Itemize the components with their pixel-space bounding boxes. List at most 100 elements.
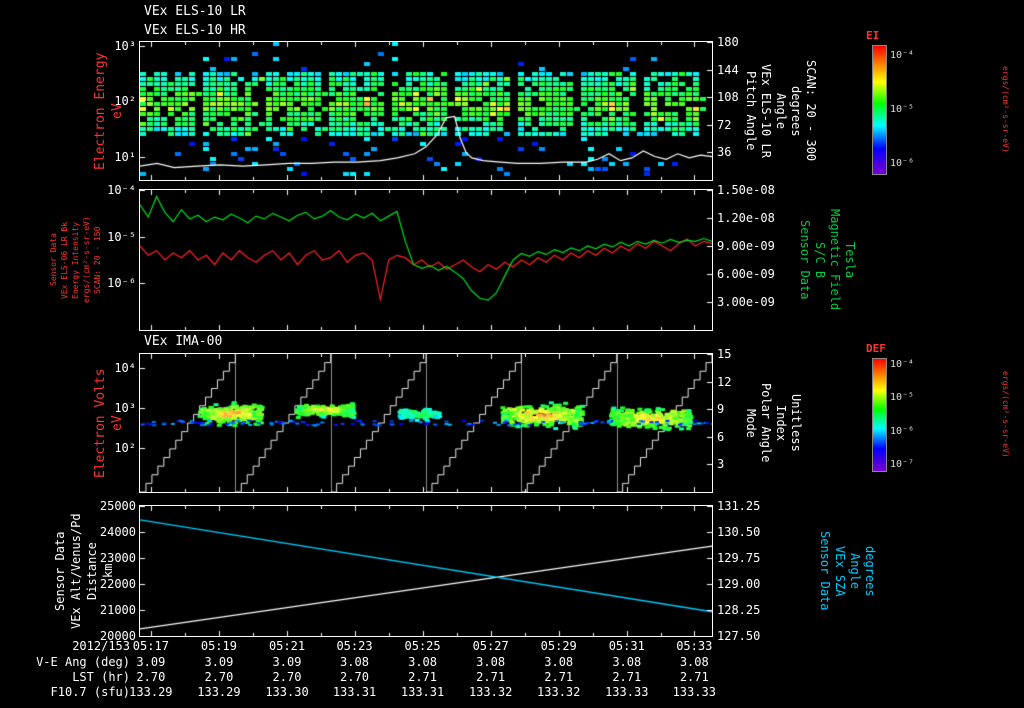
panel3-left-axis-label: eV (110, 415, 125, 431)
footer-value: 133.29 (129, 685, 173, 699)
footer-value: 2.70 (340, 670, 369, 684)
panel1-title-line1: VEx ELS-10 LR (144, 4, 246, 19)
panel4-left-tick-label: 20000 (99, 629, 136, 643)
footer-value: 2.71 (544, 670, 574, 684)
panel4-left-axis-label: Distance (85, 542, 99, 600)
panel-distance-sza (139, 505, 713, 637)
footer-value: 3.08 (408, 655, 438, 669)
colorbar-tick-label: 10⁻⁵ (890, 392, 915, 404)
panel1-right-tick-label: 180 (717, 35, 739, 49)
footer-value: 3.09 (136, 655, 166, 669)
panel3-right-tick-label: 6 (717, 429, 725, 444)
panel4-right-tick-label: 129.00 (717, 577, 761, 591)
panel3-left-tick-label: 10⁴ (114, 360, 136, 375)
panel3-title: VEx IMA-00 (144, 334, 223, 349)
colorbar-tick-label: 10⁻⁶ (890, 157, 915, 169)
panel1-left-axis-label: eV (110, 103, 125, 119)
footer-value: 2.71 (476, 670, 506, 684)
panel4-left-tick-label: 25000 (99, 499, 136, 513)
panel2-right-tick-label: 9.00e-09 (717, 239, 775, 253)
colorbar-tick-label: 10⁻⁷ (890, 459, 915, 471)
panel4-right-axis-label: VEx SZA (833, 545, 848, 597)
footer-row-label-lst: LST (hr) (72, 670, 130, 684)
footer-value: 3.08 (679, 655, 709, 669)
footer-value: 3.08 (544, 655, 574, 669)
panel2-left-axis-label: Sensor Data (49, 233, 58, 287)
colorbar-ei (872, 45, 887, 175)
colorbar-tick-label: 10⁻⁶ (890, 425, 915, 437)
panel2-left-axis-label: VEx ELS-06 LR Bk (60, 221, 69, 299)
colorbar-tick-label: 10⁻⁴ (890, 358, 915, 370)
panel-intensity-magnetic-field (139, 189, 713, 331)
panel2-left-tick-label: 10⁻⁵ (107, 229, 136, 244)
panel4-left-axis-label: Sensor Data (53, 531, 67, 611)
time-tick-label: 05:33 (676, 639, 713, 653)
panel1-title-line2: VEx ELS-10 HR (144, 23, 246, 38)
panel1-right-axis-label: SCAN: 20 - 300 (804, 60, 819, 162)
panel1-right-tick-label: 36 (717, 145, 732, 160)
time-tick-label: 05:27 (472, 639, 509, 653)
panel2-left-tick-label: 10⁻⁶ (107, 276, 136, 291)
colorbar-tick-label: 10⁻⁵ (890, 104, 915, 115)
panel1-left-tick-label: 10¹ (114, 149, 136, 164)
panel2-left-axis-label: ergs/(cm²-s-sr-eV) (82, 216, 91, 304)
panel4-right-tick-label: 131.25 (717, 499, 761, 513)
panel1-left-axis-label: Electron Energy (93, 52, 108, 170)
panel1-left-tick-label: 10³ (114, 39, 136, 54)
panel1-right-axis-label: degrees (789, 85, 804, 137)
footer-value: 2.71 (679, 670, 709, 684)
ima-ion-spectrogram-canvas (140, 354, 712, 492)
footer-value: 133.31 (332, 685, 377, 699)
footer-value: 3.09 (204, 655, 234, 669)
panel2-right-tick-label: 1.50e-08 (717, 183, 775, 197)
panel1-right-tick-label: 72 (717, 117, 732, 132)
panel3-right-tick-label: 9 (717, 402, 725, 417)
footer-value: 133.33 (605, 685, 649, 699)
panel3-right-axis-label: Unitless (789, 394, 804, 452)
panel2-right-axis-label: Tesla (843, 241, 858, 279)
time-tick-label: 05:17 (132, 639, 169, 653)
electron-energy-spectrogram-canvas (140, 42, 712, 180)
date-label: 2012/153 (72, 639, 130, 653)
colorbar-title-def: DEF (866, 342, 886, 355)
panel2-left-axis-label: SCAN: 20 - 150 (93, 226, 102, 294)
panel2-right-tick-label: 3.00e-09 (717, 295, 775, 309)
time-tick-label: 05:25 (404, 639, 441, 653)
panel1-right-tick-label: 144 (717, 62, 739, 77)
footer-row-label-f107: F10.7 (sfu) (50, 685, 130, 699)
colorbar-tick-label: 10⁻⁴ (890, 50, 915, 62)
colorbar-unit-label: ergs/(cm²-s-sr-eV) (1000, 65, 1010, 153)
panel2-left-axis-label: Energy Intensity (71, 221, 80, 299)
footer-value: 133.33 (672, 685, 716, 699)
time-tick-label: 05:21 (268, 639, 306, 653)
panel4-left-tick-label: 24000 (99, 525, 136, 539)
panel-electron-energy-spectrogram (139, 41, 713, 181)
panel2-left-tick-label: 10⁻⁴ (107, 183, 136, 197)
footer-value: 2.70 (272, 670, 302, 684)
panel2-right-axis-label: Magnetic Field (828, 209, 843, 311)
panel1-right-axis-label: Angle (774, 92, 789, 130)
time-tick-label: 05:31 (608, 639, 645, 653)
panel3-right-tick-label: 12 (717, 374, 732, 389)
panel3-left-tick-label: 10³ (114, 400, 136, 415)
panel4-right-tick-label: 130.50 (717, 525, 761, 539)
panel1-right-tick-label: 108 (717, 90, 739, 105)
panel4-right-axis-label: degrees (863, 545, 878, 597)
panel2-right-axis-label: Sensor Data (798, 220, 813, 300)
panel2-right-tick-label: 1.20e-08 (717, 211, 775, 225)
panel3-right-axis-label: Polar Angle (759, 383, 774, 463)
panel2-right-axis-label: S/C B (813, 241, 828, 279)
panel4-right-tick-label: 127.50 (717, 629, 761, 643)
footer-value: 133.32 (537, 685, 581, 699)
panel4-left-axis-label: km (101, 563, 115, 579)
colorbar-title-ei: EI (866, 29, 880, 42)
time-tick-label: 05:29 (540, 639, 577, 653)
colorbar-def (872, 358, 887, 472)
footer-value: 3.09 (272, 655, 302, 669)
panel3-right-tick-label: 15 (717, 347, 732, 361)
distance-sza-canvas (140, 506, 712, 636)
footer-value: 3.08 (612, 655, 642, 669)
footer-value: 133.29 (197, 685, 241, 699)
panel3-right-axis-label: Index (774, 404, 789, 442)
footer-value: 2.70 (204, 670, 234, 684)
